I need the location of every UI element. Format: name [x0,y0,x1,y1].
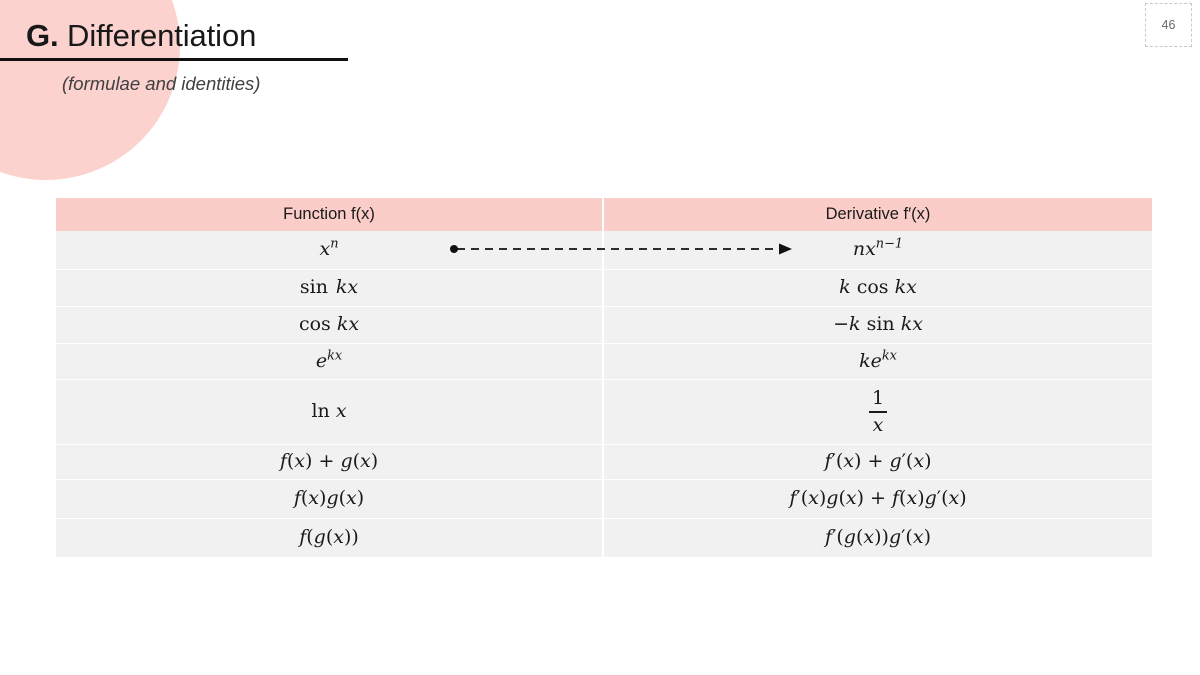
cell-derivative-exp: kekx [603,343,1152,380]
formula-k-cos-kx: k cos kx [839,276,917,298]
table-row: f(g(x)) f′(g(x))g′(x) [56,518,1152,557]
cell-derivative-power: nxn−1 [603,231,1152,270]
cell-function-power: xn [56,231,604,270]
cell-derivative-sum: f′(x) + g′(x) [603,444,1152,480]
formula-k-e-power-kx: kekx [859,348,897,372]
cell-function-cos: cos kx [56,306,604,344]
table-row: sin kx k cos kx [56,269,1152,307]
title-underline-rule [0,57,348,61]
page-number-box: 46 [1145,3,1192,47]
title-block: G. Differentiation (formulae and identit… [0,16,700,95]
page-title-prefix: G. [26,18,59,53]
cell-function-product: f(x)g(x) [56,479,604,519]
cell-function-exp: ekx [56,343,604,380]
cell-derivative-cos: −k sin kx [603,306,1152,344]
page-title: G. Differentiation [0,16,700,57]
table-row: cos kx −k sin kx [56,306,1152,344]
cell-function-sin: sin kx [56,269,604,307]
formula-e-power-kx: ekx [315,348,343,372]
formula-fprime-plus-gprime: f′(x) + g′(x) [824,450,932,472]
cell-derivative-product: f′(x)g(x) + f(x)g′(x) [603,479,1152,519]
page-subtitle: (formulae and identities) [62,72,261,94]
formula-chain-rule: f′(g(x))g′(x) [825,526,931,548]
table-row: f(x)g(x) f′(x)g(x) + f(x)g′(x) [56,479,1152,519]
page-title-text: Differentiation [58,18,257,53]
table-row: f(x) + g(x) f′(x) + g′(x) [56,444,1152,480]
cell-function-composite: f(g(x)) [56,518,604,557]
formula-cos-kx: cos kx [298,313,360,335]
formula-ln-x: ln x [311,400,347,422]
formula-sin-kx: sin kx [299,276,359,298]
formula-product-rule: f′(x)g(x) + f(x)g′(x) [789,487,967,509]
formula-f-plus-g: f(x) + g(x) [279,450,379,472]
cell-derivative-sin: k cos kx [603,269,1152,307]
table-header-row: Function f(x) Derivative f′(x) [56,198,1152,231]
cell-function-ln: ln x [56,379,604,445]
column-header-derivative: Derivative f′(x) [603,198,1152,231]
differentiation-formula-table: Function f(x) Derivative f′(x) xn nxn−1 … [56,198,1152,557]
formula-f-times-g: f(x)g(x) [293,487,365,509]
cell-derivative-composite: f′(g(x))g′(x) [603,518,1152,557]
table-row: ekx kekx [56,343,1152,380]
column-header-function: Function f(x) [56,198,604,231]
formula-f-of-g-of-x: f(g(x)) [299,526,359,548]
formula-minus-k-sin-kx: −k sin kx [833,313,923,335]
page-number: 46 [1161,18,1176,32]
cell-function-sum: f(x) + g(x) [56,444,604,480]
formula-nx-power-n-minus-1: nxn−1 [852,236,904,260]
formula-x-power-n: xn [319,236,339,260]
table-row: xn nxn−1 [56,231,1152,270]
